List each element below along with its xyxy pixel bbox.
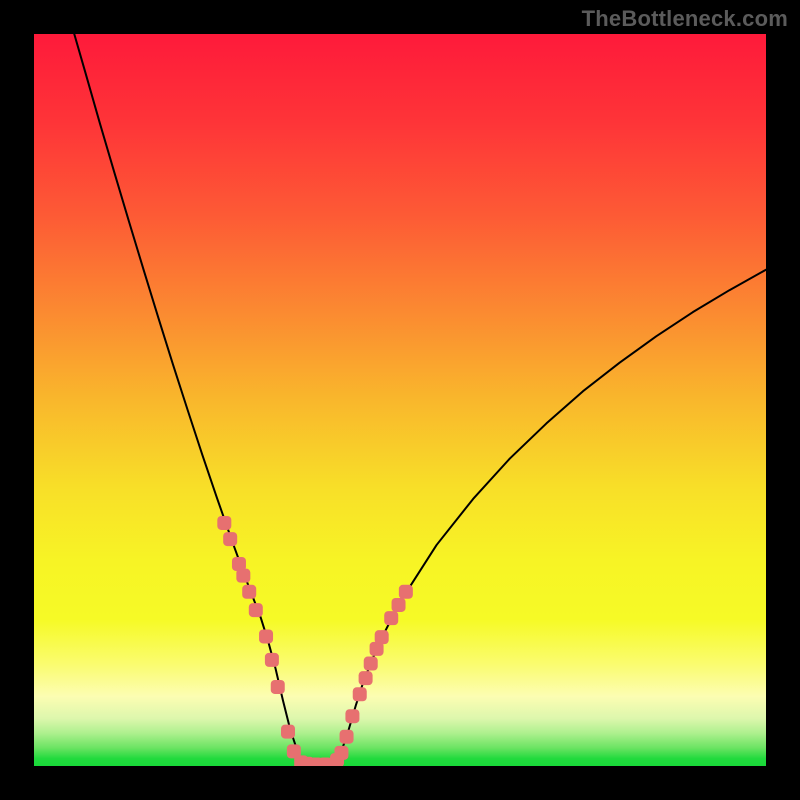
data-marker [223,532,237,546]
outer-frame: TheBottleneck.com [0,0,800,800]
data-marker [364,657,378,671]
data-marker [392,598,406,612]
data-marker [236,569,250,583]
bottleneck-chart [0,0,800,800]
chart-background [34,34,766,766]
watermark-text: TheBottleneck.com [582,6,788,32]
data-marker [399,585,413,599]
data-marker [242,585,256,599]
data-marker [353,687,367,701]
data-marker [265,653,279,667]
data-marker [259,629,273,643]
data-marker [384,611,398,625]
data-marker [345,709,359,723]
data-marker [359,671,373,685]
data-marker [375,630,389,644]
data-marker [334,746,348,760]
data-marker [217,516,231,530]
data-marker [249,603,263,617]
data-marker [271,680,285,694]
data-marker [281,725,295,739]
data-marker [340,730,354,744]
